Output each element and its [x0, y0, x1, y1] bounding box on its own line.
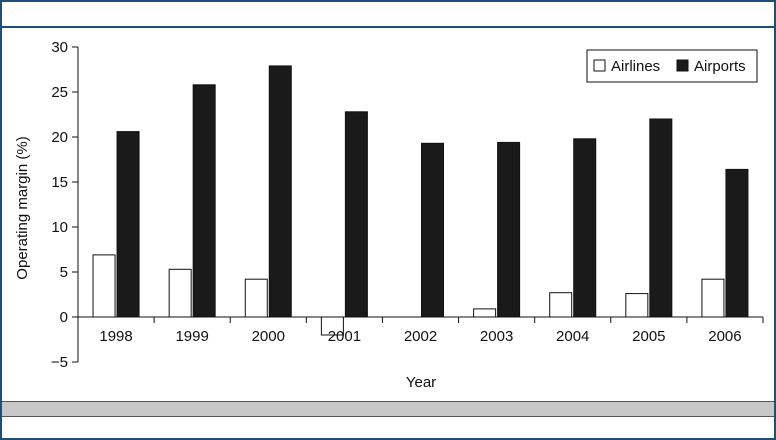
- bar-airlines-2004: [549, 292, 573, 318]
- y-tick-label: 5: [60, 264, 68, 281]
- top-strip: [0, 0, 776, 28]
- y-tick-label: −5: [51, 354, 68, 371]
- x-tick-label: 1998: [99, 328, 132, 345]
- legend-box: [586, 49, 758, 83]
- legend: Airlines Airports: [586, 49, 758, 83]
- bar-airlines-1999: [168, 268, 192, 318]
- bar-airlines-2003: [473, 308, 497, 318]
- y-tick-label: 20: [51, 129, 68, 146]
- x-tick-label: 2005: [632, 328, 665, 345]
- bar-airports-1998: [116, 131, 140, 318]
- bars-group: [92, 65, 749, 336]
- bar-airlines-1998: [92, 254, 116, 318]
- x-tick-label: 2006: [708, 328, 741, 345]
- y-tick-label: 0: [60, 309, 68, 326]
- legend-label-airlines: Airlines: [611, 58, 660, 75]
- x-tick-label: 1999: [175, 328, 208, 345]
- y-tick-label: 15: [51, 174, 68, 191]
- x-tick-label: 2003: [480, 328, 513, 345]
- y-tick-label: 30: [51, 39, 68, 56]
- bar-airlines-2006: [701, 278, 725, 318]
- x-tick-label: 2002: [404, 328, 437, 345]
- bar-airports-2002: [421, 142, 444, 318]
- y-tick-label: 25: [51, 84, 68, 101]
- x-axis-title: Year: [406, 374, 436, 391]
- axes-group: 30 25 20 15 10 5 0 −5 1998 1999 2000 2001 2002 2003 20…: [51, 39, 764, 371]
- bottom-band: [0, 401, 776, 417]
- legend-label-airports: Airports: [694, 58, 746, 75]
- bar-airports-2005: [649, 118, 673, 318]
- y-axis-title: Operating margin (%): [14, 136, 31, 279]
- bar-airports-2004: [573, 138, 597, 318]
- bar-airports-2003: [497, 141, 521, 318]
- legend-swatch-airlines: [593, 59, 606, 72]
- bar-airports-2006: [725, 168, 749, 318]
- y-tick-label: 10: [51, 219, 68, 236]
- x-tick-label: 2000: [252, 328, 285, 345]
- bar-airlines-2005: [625, 293, 649, 318]
- bar-airports-1999: [192, 84, 216, 318]
- bar-airlines-2000: [244, 278, 268, 318]
- x-tick-label: 2001: [328, 328, 361, 345]
- bar-airports-2000: [268, 65, 292, 318]
- bar-airports-2001: [344, 111, 368, 318]
- legend-swatch-airports: [676, 59, 689, 72]
- x-tick-label: 2004: [556, 328, 589, 345]
